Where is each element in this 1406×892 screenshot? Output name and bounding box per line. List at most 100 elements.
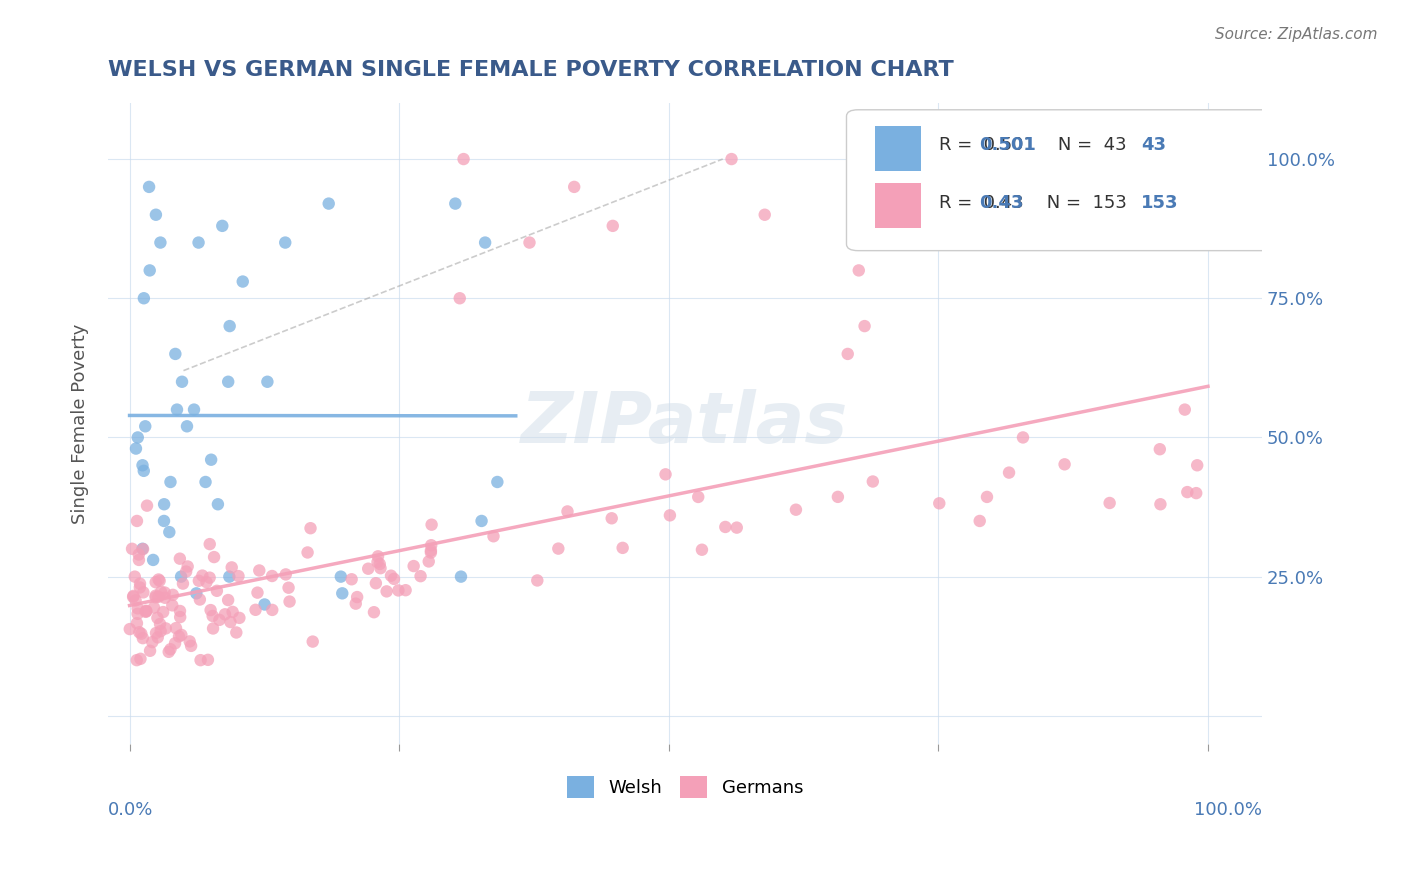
Point [165, 636, 187, 650]
Point [274, 235, 297, 250]
Point [274, 567, 297, 582]
FancyBboxPatch shape [876, 184, 921, 228]
Point [122, 589, 145, 603]
Point [202, 622, 225, 636]
Point [299, 521, 322, 535]
Point [714, 520, 737, 534]
Point [654, 467, 676, 482]
Point [129, 652, 152, 666]
Point [132, 631, 155, 645]
Text: 0.43: 0.43 [979, 194, 1024, 211]
Point [155, 622, 177, 636]
Point [256, 375, 278, 389]
Point [131, 541, 153, 556]
Point [187, 574, 209, 588]
Point [394, 583, 416, 598]
Point [217, 593, 239, 607]
Y-axis label: Single Female Poverty: Single Female Poverty [72, 323, 89, 524]
Point [862, 475, 884, 489]
Point [118, 622, 141, 636]
Point [139, 644, 162, 658]
Text: WELSH VS GERMAN SINGLE FEMALE POVERTY CORRELATION CHART: WELSH VS GERMAN SINGLE FEMALE POVERTY CO… [108, 60, 953, 79]
Point [346, 590, 368, 604]
Point [124, 569, 146, 583]
Point [688, 490, 710, 504]
Point [1012, 430, 1035, 444]
Point [190, 653, 212, 667]
Point [207, 497, 229, 511]
Point [172, 576, 194, 591]
Point [127, 601, 149, 615]
Point [420, 517, 443, 532]
Point [419, 545, 441, 559]
Point [387, 583, 409, 598]
Point [382, 572, 405, 586]
Point [146, 611, 169, 625]
Point [135, 604, 157, 618]
Point [150, 584, 173, 599]
Point [132, 291, 155, 305]
Point [145, 589, 167, 603]
Point [143, 600, 166, 615]
Point [218, 569, 240, 583]
Point [128, 553, 150, 567]
Point [725, 521, 748, 535]
Point [228, 569, 250, 583]
Point [612, 541, 634, 555]
Point [132, 542, 155, 557]
Point [318, 196, 340, 211]
Point [131, 458, 153, 473]
Point [132, 585, 155, 599]
Point [837, 347, 859, 361]
Point [125, 514, 148, 528]
Point [301, 634, 323, 648]
Point [219, 615, 242, 629]
Point [179, 634, 201, 648]
Text: Source: ZipAtlas.com: Source: ZipAtlas.com [1215, 27, 1378, 42]
Point [409, 569, 432, 583]
Point [138, 263, 160, 277]
Point [132, 464, 155, 478]
Point [486, 475, 509, 489]
Point [157, 645, 180, 659]
Point [128, 625, 150, 640]
Point [145, 575, 167, 590]
Point [367, 549, 389, 564]
Point [125, 616, 148, 631]
Point [166, 402, 188, 417]
Point [928, 496, 950, 510]
Point [169, 610, 191, 624]
Point [1098, 496, 1121, 510]
Point [547, 541, 569, 556]
Text: 43: 43 [1140, 136, 1166, 154]
Text: 100.0%: 100.0% [1194, 801, 1263, 819]
Point [754, 208, 776, 222]
Point [380, 568, 402, 582]
Point [453, 152, 475, 166]
Point [221, 605, 243, 619]
Point [444, 196, 467, 211]
Point [1185, 458, 1208, 473]
Point [149, 624, 172, 639]
Point [129, 576, 152, 591]
Point [122, 590, 145, 604]
Point [162, 599, 184, 613]
Point [165, 347, 187, 361]
Text: 153: 153 [1140, 194, 1178, 211]
Point [969, 514, 991, 528]
Point [221, 560, 243, 574]
Legend: Welsh, Germans: Welsh, Germans [560, 769, 810, 805]
Point [198, 537, 221, 551]
Point [474, 235, 496, 250]
Point [134, 419, 156, 434]
Point [658, 508, 681, 523]
Point [153, 497, 176, 511]
Point [602, 219, 624, 233]
Point [450, 569, 472, 583]
Point [368, 557, 391, 571]
Point [153, 585, 176, 599]
Point [232, 275, 254, 289]
Point [138, 180, 160, 194]
Point [121, 541, 143, 556]
Point [340, 572, 363, 586]
